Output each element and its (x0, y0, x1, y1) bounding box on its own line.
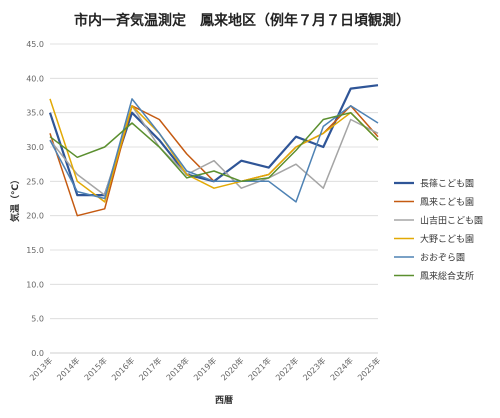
y-tick-label: 25.0 (26, 177, 44, 186)
series-line (49, 111, 379, 183)
y-tick-label: 10.0 (26, 280, 44, 289)
y-axis-ticks: 0.0 5.0 10.0 15.0 20.0 25.0 30.0 35.0 40.0 45.0 (26, 40, 44, 358)
legend-label: 長篠こども園 (420, 178, 474, 190)
y-tick-label: 20.0 (26, 212, 44, 221)
x-tick-label: 2025年 (355, 355, 382, 382)
y-tick-label: 15.0 (26, 246, 44, 255)
series-line (49, 98, 379, 203)
chart-title: 市内一斉気温測定 鳳来地区（例年７月７日頃観測） (74, 12, 410, 29)
x-axis-label: 西暦 (215, 395, 233, 406)
y-tick-label: 0.0 (31, 349, 44, 358)
y-tick-label: 40.0 (26, 74, 44, 83)
x-tick-label: 2023年 (301, 355, 328, 382)
series-lines (48, 84, 379, 217)
y-tick-label: 5.0 (31, 315, 44, 324)
x-tick-label: 2014年 (55, 355, 82, 382)
y-tick-label: 35.0 (26, 109, 44, 118)
y-axis-label: 気温（℃） (9, 175, 21, 222)
legend-label: おおぞら園 (420, 253, 465, 264)
series-line (48, 84, 379, 197)
y-tick-label: 45.0 (26, 40, 44, 49)
legend-label: 鳳来総合支所 (420, 270, 474, 282)
legend-label: 山吉田こども園 (420, 216, 483, 227)
legend-label: 大野こども園 (420, 233, 474, 245)
series-line (49, 105, 379, 196)
x-axis-ticks: 2013年 2014年 2015年 2016年 2017年 2018年 2019年 2020年… (27, 355, 382, 382)
x-tick-label: 2018年 (164, 355, 191, 382)
x-tick-label: 2024年 (328, 355, 355, 382)
x-tick-label: 2019年 (191, 355, 218, 382)
x-tick-label: 2015年 (82, 355, 109, 382)
x-tick-label: 2017年 (137, 355, 164, 382)
x-tick-label: 2020年 (219, 355, 246, 382)
x-tick-label: 2021年 (246, 355, 273, 382)
series-line (49, 98, 379, 203)
legend-label: 鳳来こども園 (420, 197, 474, 208)
x-tick-label: 2016年 (109, 355, 136, 382)
x-tick-label: 2022年 (273, 355, 300, 382)
x-tick-label: 2013年 (27, 355, 54, 382)
y-tick-label: 30.0 (26, 143, 44, 152)
